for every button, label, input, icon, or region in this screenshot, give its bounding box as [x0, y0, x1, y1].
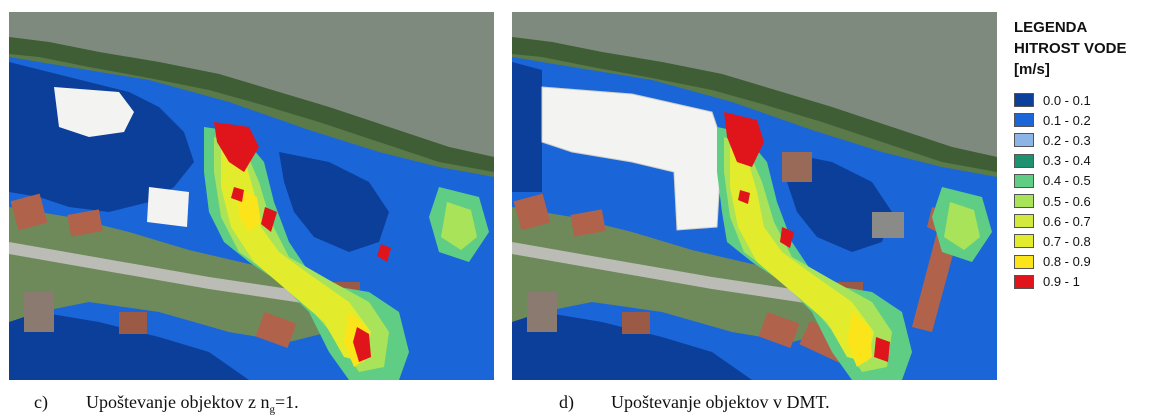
legend-swatch: [1014, 93, 1034, 108]
legend: LEGENDA HITROST VODE [m/s] 0.0 - 0.1 0.1 …: [1014, 17, 1160, 292]
legend-item: 0.0 - 0.1: [1014, 90, 1160, 110]
flood-zone-0.9-1: [724, 112, 764, 167]
flood-zone-0.0-0.1-c: [512, 312, 752, 380]
flood-zone-0.9-1: [214, 122, 259, 172]
river-bank: [512, 37, 997, 172]
caption-left-subscript: g: [269, 403, 275, 416]
house-roof-2: [67, 209, 103, 237]
legend-item: 0.2 - 0.3: [1014, 130, 1160, 150]
flood-zone-0.9-1-b: [231, 187, 244, 202]
legend-item-label: 0.9 - 1: [1043, 274, 1080, 290]
house-roof-5: [758, 311, 800, 349]
house-roof-2: [570, 209, 606, 237]
building-gap-2: [147, 187, 189, 227]
legend-item-label: 0.5 - 0.6: [1043, 193, 1091, 209]
flood-zone-0.7-0.8: [730, 147, 874, 362]
legend-item: 0.7 - 0.8: [1014, 231, 1160, 251]
caption-left-text: Upoštevanje objektov z n: [86, 392, 270, 412]
legend-swatch: [1014, 153, 1034, 168]
legend-item-label: 0.4 - 0.5: [1043, 173, 1091, 189]
house-roof-1: [513, 193, 551, 231]
legend-item-label: 0.6 - 0.7: [1043, 213, 1091, 229]
river: [512, 12, 997, 157]
caption-right-text: Upoštevanje objektov v DMT.: [611, 392, 830, 412]
flow-velocity-map-right: [512, 12, 997, 380]
flood-zone-east-b: [944, 202, 980, 250]
legend-swatch: [1014, 113, 1034, 128]
legend-item: 0.9 - 1: [1014, 272, 1160, 292]
house-roof-7: [782, 152, 812, 182]
flood-zone-0.9-1-e: [353, 327, 371, 362]
river: [9, 12, 494, 157]
legend-unit: [m/s]: [1014, 61, 1050, 78]
legend-item-label: 0.2 - 0.3: [1043, 132, 1091, 148]
legend-swatch: [1014, 254, 1034, 269]
house-roof-3: [24, 292, 54, 332]
legend-swatch: [1014, 133, 1034, 148]
river-bank: [9, 37, 494, 172]
legend-swatch: [1014, 194, 1034, 209]
flood-zone-0.0-0.1: [512, 62, 542, 192]
caption-left: c) Upoštevanje objektov z ng=1.: [34, 392, 299, 416]
building-gap-1: [54, 87, 134, 137]
legend-item-label: 0.3 - 0.4: [1043, 153, 1091, 169]
flood-zone-0.9-1-d: [377, 244, 391, 262]
legend-item: 0.3 - 0.4: [1014, 151, 1160, 171]
legend-item: 0.8 - 0.9: [1014, 252, 1160, 272]
legend-items: 0.0 - 0.1 0.1 - 0.2 0.2 - 0.3 0.3 - 0.4 0.4 …: [1014, 90, 1160, 292]
house-roof-4: [119, 312, 147, 334]
flood-zone-0.9-1-c: [780, 227, 794, 248]
road: [9, 242, 309, 304]
legend-swatch: [1014, 274, 1034, 289]
legend-title-line2: HITROST VODE: [1014, 40, 1127, 57]
map-panel-right: [512, 12, 997, 380]
flood-zone-0.9-1-c: [261, 207, 277, 232]
legend-item: 0.6 - 0.7: [1014, 211, 1160, 231]
legend-item: 0.4 - 0.5: [1014, 171, 1160, 191]
flood-zone-0.9-1-d: [874, 337, 890, 362]
legend-swatch: [1014, 234, 1034, 249]
legend-item: 0.5 - 0.6: [1014, 191, 1160, 211]
flood-zone-0.7-0.8: [221, 147, 371, 362]
road: [512, 242, 812, 304]
legend-swatch: [1014, 214, 1034, 229]
flood-zone-east-b: [441, 202, 477, 250]
legend-swatch: [1014, 173, 1034, 188]
caption-left-tail: =1.: [274, 392, 299, 412]
legend-item-label: 0.1 - 0.2: [1043, 112, 1091, 128]
flow-velocity-map-left: [9, 12, 494, 380]
flood-zone-0.8-0.9: [237, 187, 261, 232]
caption-right: d) Upoštevanje objektov v DMT.: [559, 392, 830, 413]
house-roof-4: [622, 312, 650, 334]
house-roof-8: [872, 212, 904, 238]
flood-zone-0.9-1-b: [738, 190, 750, 204]
flood-zone-0.0-0.1: [9, 62, 194, 212]
legend-item-label: 0.8 - 0.9: [1043, 254, 1091, 270]
factory-roof: [541, 86, 723, 231]
house-roof-1: [10, 193, 48, 231]
map-panel-left: [9, 12, 494, 380]
flood-zone-0.0-0.1-b: [279, 152, 389, 252]
flood-zone-0.8-0.9: [847, 312, 872, 367]
house-roof-3: [527, 292, 557, 332]
legend-title-line1: LEGENDA: [1014, 19, 1088, 36]
legend-item: 0.1 - 0.2: [1014, 110, 1160, 130]
legend-item-label: 0.0 - 0.1: [1043, 92, 1091, 108]
legend-item-label: 0.7 - 0.8: [1043, 233, 1091, 249]
caption-right-letter: d): [559, 392, 574, 412]
caption-left-letter: c): [34, 392, 48, 412]
flood-zone-0.0-0.1-c: [9, 312, 249, 380]
house-roof-5: [255, 311, 297, 349]
